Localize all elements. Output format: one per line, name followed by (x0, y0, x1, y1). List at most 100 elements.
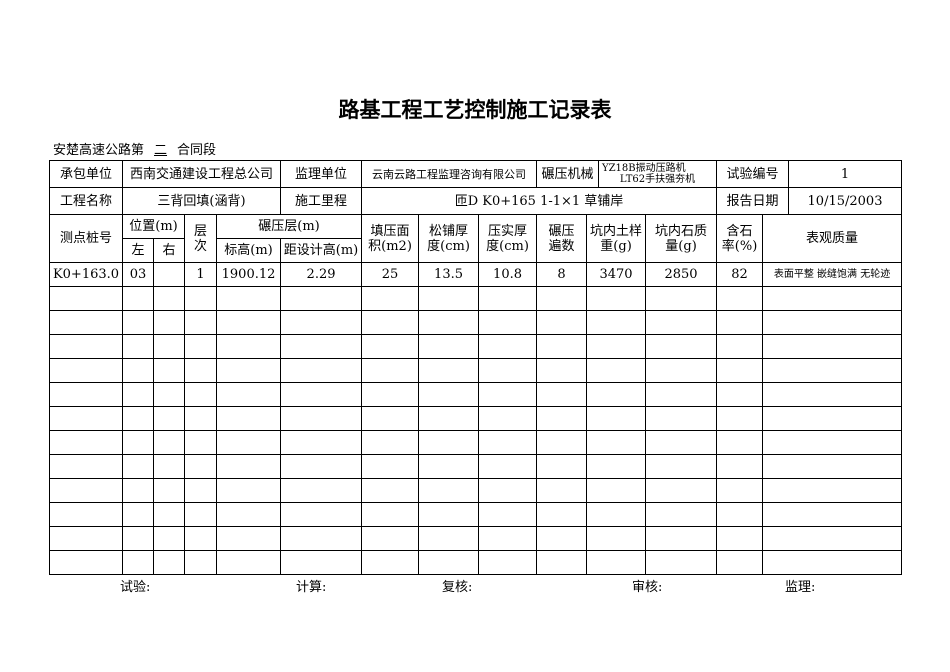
footer-audit: 审核: (632, 580, 663, 595)
empty-cell (645, 526, 718, 551)
empty-cell (152, 502, 186, 527)
empty-cell (586, 286, 647, 311)
empty-cell (716, 430, 764, 455)
empty-cell (49, 550, 123, 575)
header-row-1: 测点桩号 位置(m) 层次 碾压层(m) 填压面 积(m2) 松铺厚 度(cm) 压… (49, 214, 903, 263)
cell-layer: 1 (184, 262, 218, 287)
empty-cell (184, 310, 218, 335)
empty-cell (645, 406, 718, 431)
empty-cell (716, 550, 764, 575)
empty-cell (478, 430, 538, 455)
empty-cell (122, 358, 154, 383)
empty-cell (478, 526, 538, 551)
empty-cell (716, 502, 764, 527)
empty-cell (280, 430, 363, 455)
empty-cell (645, 310, 718, 335)
empty-cell (418, 454, 480, 479)
empty-cell (536, 430, 588, 455)
empty-cell (216, 382, 282, 407)
passes-line-1: 碾压 (548, 223, 575, 239)
empty-cell (361, 286, 420, 311)
project-value: 三背回填(涵背) (122, 187, 281, 215)
empty-cell (762, 454, 903, 479)
empty-cell (536, 478, 588, 503)
empty-cell (280, 334, 363, 359)
col-compact: 压实厚 度(cm) (478, 214, 538, 263)
stone-line-2: 量(g) (665, 238, 697, 254)
cell-stone: 2850 (645, 262, 718, 287)
empty-cell (586, 406, 647, 431)
empty-cell (122, 502, 154, 527)
supervisor-label: 监理单位 (280, 160, 362, 188)
col-stone: 坑内石质 量(g) (645, 214, 718, 263)
empty-cell (478, 502, 538, 527)
empty-cell (152, 286, 186, 311)
empty-cell (418, 526, 480, 551)
table-row-empty (49, 502, 903, 527)
empty-cell (716, 406, 764, 431)
empty-cell (586, 526, 647, 551)
machine-2: LT62手扶强夯机 (619, 174, 696, 185)
empty-cell (418, 406, 480, 431)
soil-line-2: 重(g) (600, 238, 632, 254)
empty-cell (280, 286, 363, 311)
empty-cell (152, 550, 186, 575)
col-elevation: 标高(m) (216, 238, 282, 263)
empty-cell (418, 550, 480, 575)
empty-cell (361, 430, 420, 455)
cell-loose: 13.5 (418, 262, 480, 287)
empty-cell (216, 358, 282, 383)
info-row-1: 承包单位 西南交通建设工程总公司 监理单位 云南云路工程监理咨询有限公司 碾压机… (49, 160, 902, 188)
empty-cell (361, 550, 420, 575)
machine-label: 碾压机械 (536, 160, 599, 188)
cell-compact: 10.8 (478, 262, 538, 287)
empty-cell (216, 430, 282, 455)
table-row-empty (49, 382, 903, 407)
table-row-empty (49, 358, 903, 383)
empty-cell (184, 550, 218, 575)
empty-cell (361, 454, 420, 479)
empty-cell (280, 382, 363, 407)
empty-cell (152, 382, 186, 407)
col-layer: 层次 (184, 214, 218, 263)
empty-cell (762, 406, 903, 431)
empty-cell (716, 358, 764, 383)
table-row-empty (49, 286, 903, 311)
page-title: 路基工程工艺控制施工记录表 (338, 97, 612, 122)
empty-cell (361, 310, 420, 335)
compact-line-2: 度(cm) (486, 238, 529, 254)
contractor-value: 西南交通建设工程总公司 (122, 160, 281, 188)
footer-calc: 计算: (296, 580, 327, 595)
empty-cell (184, 406, 218, 431)
empty-cell (361, 382, 420, 407)
empty-cell (762, 382, 903, 407)
loose-line-2: 度(cm) (427, 238, 470, 254)
col-station: 测点桩号 (49, 214, 123, 263)
empty-cell (280, 358, 363, 383)
empty-cell (418, 382, 480, 407)
empty-cell (478, 406, 538, 431)
ratio-line-2: 率(%) (721, 238, 758, 254)
empty-cell (280, 526, 363, 551)
empty-cell (536, 382, 588, 407)
empty-cell (645, 286, 718, 311)
col-position: 位置(m) (121, 214, 186, 239)
empty-cell (536, 454, 588, 479)
table-row-empty (49, 454, 903, 479)
empty-cell (152, 310, 186, 335)
footer-review: 复核: (442, 580, 473, 595)
empty-cell (49, 430, 123, 455)
footer-supervise: 监理: (785, 580, 816, 595)
empty-cell (645, 478, 718, 503)
ratio-line-1: 含石 (726, 223, 753, 239)
section-number: 二 (154, 143, 168, 158)
col-left: 左 (122, 238, 154, 263)
empty-cell (122, 550, 154, 575)
empty-cell (418, 286, 480, 311)
empty-cell (586, 478, 647, 503)
empty-cell (536, 286, 588, 311)
empty-cell (49, 382, 123, 407)
empty-cell (762, 334, 903, 359)
empty-cell (216, 310, 282, 335)
empty-cell (586, 382, 647, 407)
